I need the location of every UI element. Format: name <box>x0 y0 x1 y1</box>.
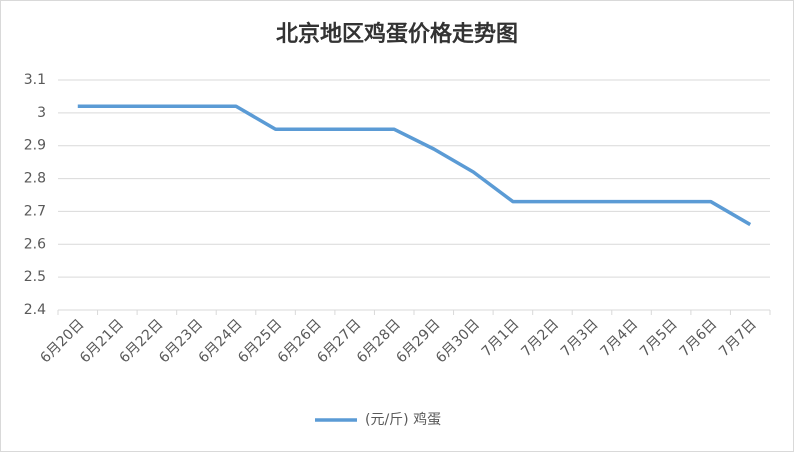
y-tick-label: 2.8 <box>24 171 46 187</box>
y-tick-label: 2.7 <box>24 203 46 219</box>
y-tick-label: 3.1 <box>24 72 46 88</box>
y-tick-label: 2.5 <box>24 269 46 285</box>
y-tick-label: 2.6 <box>24 236 46 252</box>
line-series <box>77 104 752 227</box>
y-tick-label: 2.4 <box>24 302 46 318</box>
y-tick-label: 2.9 <box>24 138 46 154</box>
legend-label: (元/斤) 鸡蛋 <box>365 411 441 428</box>
y-tick-label: 3 <box>37 105 46 121</box>
chart-title: 北京地区鸡蛋价格走势图 <box>276 21 518 47</box>
